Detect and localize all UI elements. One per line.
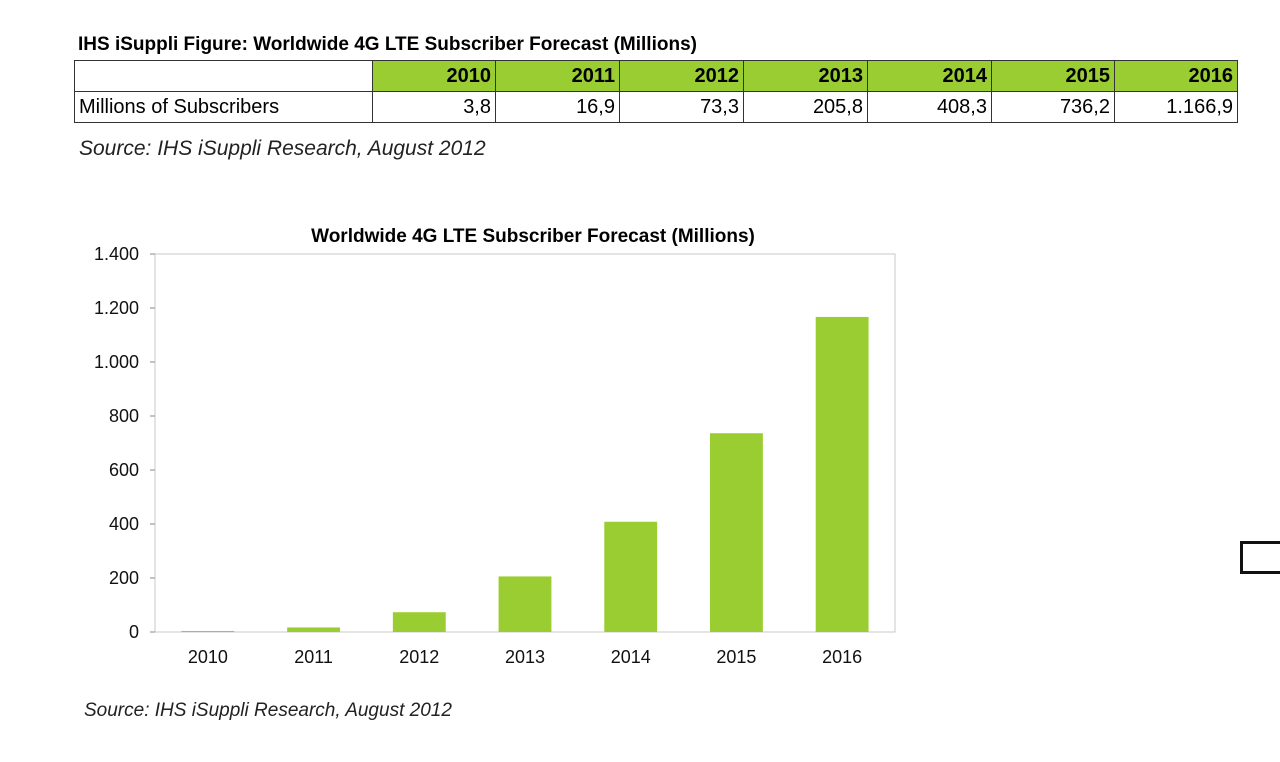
y-tick-label: 1.200 [94, 298, 139, 318]
year-header-2016: 2016 [1114, 60, 1238, 92]
row-label: Millions of Subscribers [74, 91, 373, 123]
bar-2014 [604, 521, 658, 632]
x-tick-label: 2015 [716, 647, 756, 667]
y-tick-label: 1.400 [94, 244, 139, 264]
y-tick-label: 400 [109, 514, 139, 534]
year-header-2015: 2015 [991, 60, 1115, 92]
value-cell-2014: 408,3 [867, 91, 992, 123]
x-tick-label: 2013 [505, 647, 545, 667]
plot-area [154, 253, 896, 633]
value-cell-2013: 205,8 [743, 91, 868, 123]
table-corner-cell [74, 60, 373, 92]
chart-title: Worldwide 4G LTE Subscriber Forecast (Mi… [311, 226, 755, 247]
x-tick-label: 2016 [822, 647, 862, 667]
table-header-row: 2010 2011 2012 2013 2014 2015 2016 [74, 60, 1238, 92]
year-header-2013: 2013 [743, 60, 868, 92]
value-cell-2015: 736,2 [991, 91, 1115, 123]
year-header-2012: 2012 [619, 60, 744, 92]
year-header-2011: 2011 [495, 60, 620, 92]
figure-title: IHS iSuppli Figure: Worldwide 4G LTE Sub… [78, 34, 697, 55]
x-tick-label: 2014 [611, 647, 651, 667]
x-tick-label: 2010 [188, 647, 228, 667]
y-tick-label: 0 [129, 622, 139, 642]
value-cell-2011: 16,9 [495, 91, 620, 123]
x-tick-label: 2012 [399, 647, 439, 667]
bar-series [181, 316, 869, 632]
bar-2011 [287, 627, 340, 632]
year-header-2010: 2010 [372, 60, 496, 92]
value-cell-2016: 1.166,9 [1114, 91, 1238, 123]
bar-2010 [181, 630, 235, 632]
bar-2013 [498, 576, 552, 632]
side-box [1240, 541, 1280, 574]
bar-2016 [815, 316, 869, 632]
table-source-note: Source: IHS iSuppli Research, August 201… [79, 137, 486, 160]
y-tick-label: 200 [109, 568, 139, 588]
y-tick-label: 600 [109, 460, 139, 480]
bar-2015 [710, 433, 763, 632]
year-header-2014: 2014 [867, 60, 992, 92]
bar-2012 [392, 612, 446, 632]
subscriber-table: 2010 2011 2012 2013 2014 2015 2016 Milli… [74, 60, 1238, 123]
chart-source-note: Source: IHS iSuppli Research, August 201… [84, 700, 452, 721]
x-tick-label: 2011 [294, 647, 333, 667]
value-cell-2010: 3,8 [372, 91, 496, 123]
y-axis: 0 200 400 600 800 1.000 1.200 1.400 [94, 244, 155, 642]
y-tick-label: 1.000 [94, 352, 139, 372]
y-tick-label: 800 [109, 406, 139, 426]
table-row: Millions of Subscribers 3,8 16,9 73,3 20… [74, 91, 1238, 123]
x-axis: 2010 2011 2012 2013 2014 2015 2016 [188, 647, 862, 667]
